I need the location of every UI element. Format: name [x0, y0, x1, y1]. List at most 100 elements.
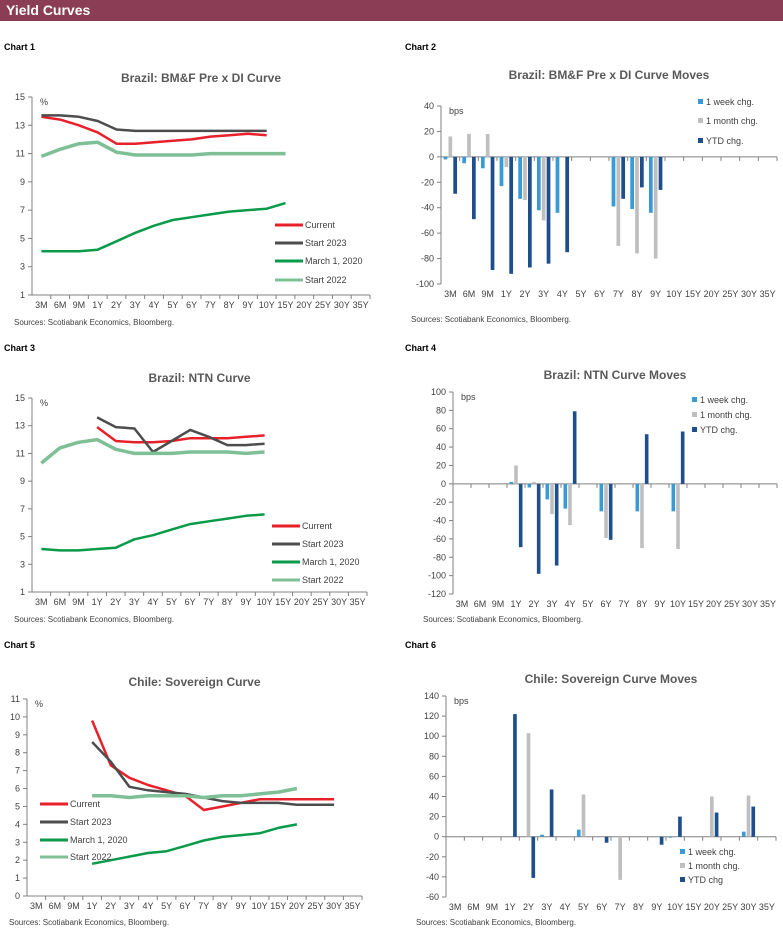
- legend-label: 1 month chg.: [688, 861, 740, 871]
- x-tick-label: 25Y: [724, 599, 740, 609]
- x-tick-label: 30Y: [740, 902, 756, 912]
- bar: [581, 794, 586, 837]
- x-tick-label: 4Y: [557, 289, 568, 299]
- y-tick-label: 40: [436, 442, 446, 452]
- y-tick-label: 13: [15, 120, 25, 130]
- x-tick-label: 25Y: [315, 300, 331, 310]
- y-tick-label: -60: [426, 892, 439, 902]
- bar: [640, 483, 644, 549]
- bar: [676, 483, 680, 550]
- y-tick-label: 80: [436, 405, 446, 415]
- bar: [443, 156, 448, 160]
- x-tick-label: 30Y: [741, 289, 757, 299]
- bar: [568, 483, 572, 526]
- legend-label: March 1, 2020: [305, 256, 363, 266]
- bar: [518, 483, 523, 548]
- x-tick-label: 9Y: [651, 902, 662, 912]
- bar: [527, 483, 532, 488]
- x-tick-label: 6Y: [186, 300, 197, 310]
- chart-title: Brazil: BM&F Pre x DI Curve: [121, 71, 281, 85]
- y-tick-label: 4: [15, 819, 20, 829]
- legend-swatch: [680, 849, 685, 854]
- bar: [485, 133, 490, 157]
- y-tick-label: 9: [20, 476, 25, 486]
- legend-label: 1 month chg.: [700, 410, 752, 420]
- bar: [680, 431, 685, 484]
- x-tick-label: 9Y: [654, 599, 665, 609]
- y-tick-label: 5: [20, 233, 25, 243]
- x-tick-label: 3Y: [130, 300, 141, 310]
- y-tick-label: 60: [436, 424, 446, 434]
- x-tick-label: 25Y: [307, 901, 323, 911]
- x-tick-label: 7Y: [615, 902, 626, 912]
- x-tick-label: 6M: [463, 289, 476, 299]
- chart-title: Chile: Sovereign Curve Moves: [525, 672, 698, 686]
- y-tick-label: 11: [11, 694, 20, 704]
- legend-label: Start 2023: [302, 539, 344, 549]
- x-tick-label: 25Y: [312, 597, 328, 607]
- series-line: [41, 513, 265, 552]
- legend-swatch: [692, 412, 697, 417]
- x-tick-label: 5Y: [161, 901, 172, 911]
- x-tick-label: 30Y: [742, 599, 758, 609]
- y-tick-label: 3: [20, 559, 25, 569]
- legend-swatch: [692, 427, 697, 432]
- bar: [658, 156, 663, 190]
- bar: [635, 156, 639, 254]
- x-tick-label: 10Y: [667, 902, 683, 912]
- x-tick-label: 6M: [54, 300, 67, 310]
- legend-swatch: [698, 118, 703, 123]
- x-tick-label: 7Y: [618, 599, 629, 609]
- x-tick-label: 6Y: [600, 599, 611, 609]
- y-tick-label: 5: [20, 532, 25, 542]
- y-tick-label: 1: [15, 873, 20, 883]
- source-note: Sources: Scotiabank Economics, Bloomberg…: [416, 918, 576, 927]
- legend-swatch: [698, 99, 703, 104]
- series-line: [41, 201, 286, 253]
- x-tick-label: 2Y: [528, 599, 539, 609]
- x-tick-label: 2Y: [523, 902, 534, 912]
- chart-title: Brazil: NTN Curve Moves: [544, 368, 687, 382]
- series-line: [96, 416, 265, 454]
- source-note: Sources: Scotiabank Economics, Bloomberg…: [411, 315, 571, 324]
- y-tick-label: -80: [421, 254, 434, 264]
- series-line: [92, 786, 298, 800]
- x-tick-label: 1Y: [505, 902, 516, 912]
- y-tick-label: 7: [15, 766, 20, 776]
- x-tick-label: 6Y: [594, 289, 605, 299]
- x-tick-label: 6M: [49, 901, 62, 911]
- y-tick-label: 3: [15, 837, 20, 847]
- x-tick-label: 20Y: [704, 289, 720, 299]
- bar: [668, 836, 673, 838]
- x-tick-label: 20Y: [706, 599, 722, 609]
- y-tick-label: 0: [429, 152, 434, 162]
- x-tick-label: 8Y: [636, 599, 647, 609]
- legend-label: 1 month chg.: [706, 116, 758, 126]
- bar: [514, 465, 518, 484]
- legend-label: March 1, 2020: [302, 557, 360, 567]
- bar: [509, 481, 514, 484]
- x-tick-label: 15Y: [275, 597, 291, 607]
- bar: [671, 483, 676, 512]
- bar: [546, 156, 551, 264]
- x-tick-label: 10Y: [257, 597, 273, 607]
- legend-label: YTD chg: [688, 875, 723, 885]
- x-tick-label: 1Y: [510, 599, 521, 609]
- bar: [741, 831, 746, 837]
- y-tick-label: 40: [424, 101, 434, 111]
- bar: [648, 156, 653, 213]
- bar: [490, 156, 495, 271]
- x-tick-label: 7Y: [203, 597, 214, 607]
- y-tick-label: 0: [15, 891, 20, 901]
- x-tick-label: 15Y: [685, 289, 701, 299]
- bar: [746, 795, 751, 837]
- bar: [509, 156, 514, 274]
- x-tick-label: 3Y: [541, 902, 552, 912]
- bar: [751, 806, 756, 837]
- y-unit-label: bps: [461, 392, 476, 402]
- legend-label: YTD chg.: [706, 136, 744, 146]
- x-tick-label: 7Y: [205, 300, 216, 310]
